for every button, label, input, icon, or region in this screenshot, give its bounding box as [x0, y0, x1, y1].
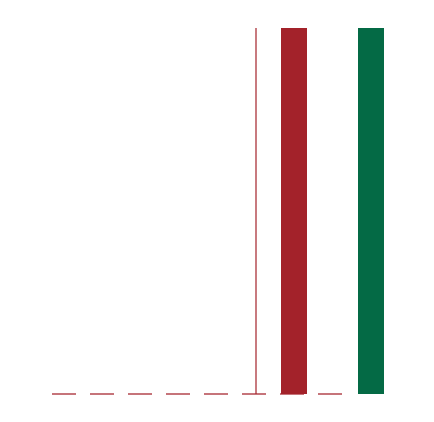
red-bar — [281, 28, 307, 394]
green-bar — [358, 28, 384, 394]
